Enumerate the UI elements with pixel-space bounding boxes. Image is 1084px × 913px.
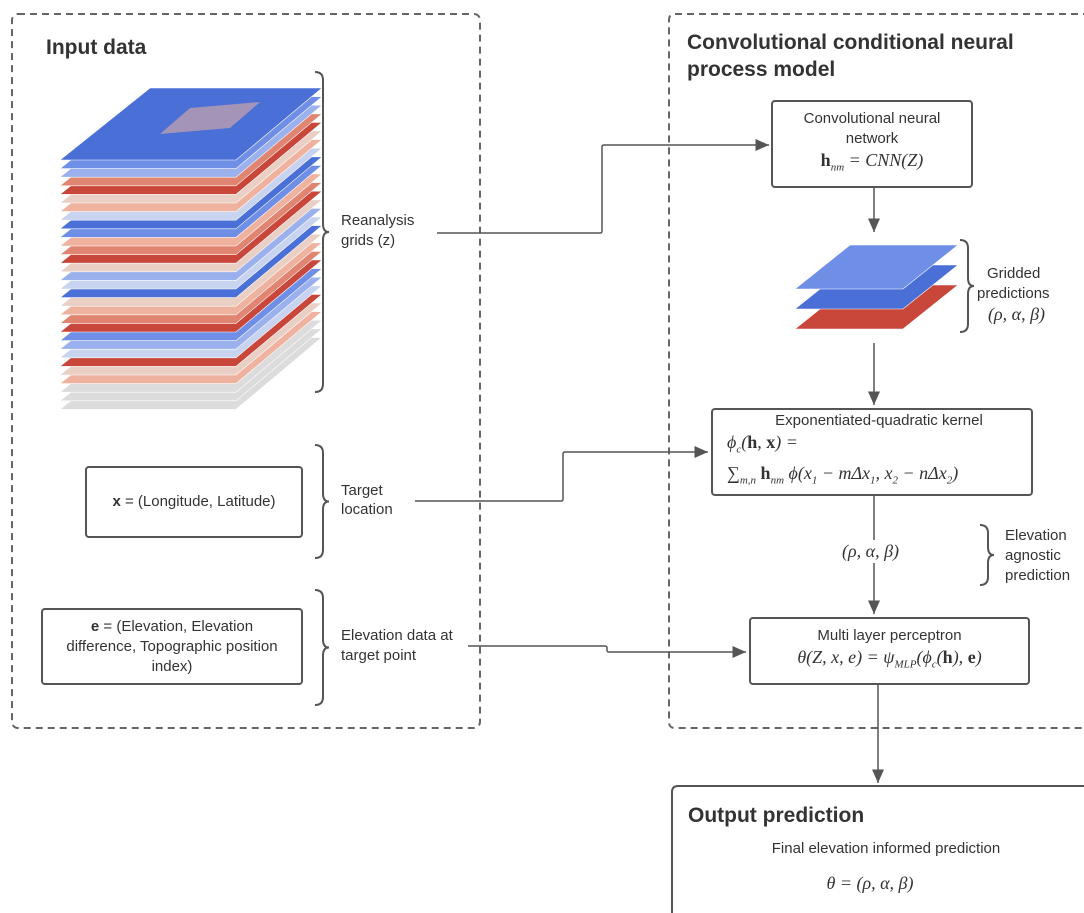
formula-part: ( <box>936 646 943 667</box>
formula: θ = (ρ, α, β) <box>826 873 914 893</box>
label: Gridded <box>987 265 1041 282</box>
formula-part: ϕ(x <box>784 463 812 483</box>
grid-layer <box>794 244 959 290</box>
box-title: Exponentiated-quadratic kernel <box>775 412 983 430</box>
panel-title: Input data <box>46 36 147 59</box>
formula-part: , <box>757 432 767 453</box>
label: Elevation data at <box>341 627 453 644</box>
braces <box>314 71 995 706</box>
bold-symbol: h <box>820 149 831 170</box>
label: (ρ, α, β) <box>988 304 1046 324</box>
box-title: Multi layer perceptron <box>817 626 962 644</box>
subscript: 1 <box>811 474 818 487</box>
formula: ϕc(h, x) = <box>727 431 798 462</box>
bold-symbol: h <box>760 463 771 483</box>
text: Final elevation informed prediction <box>771 840 1001 857</box>
panel-title: process model <box>687 58 836 81</box>
box-text: difference, Topographic position <box>66 637 278 655</box>
subscript: c <box>931 658 937 671</box>
box-title: Convolutional neural <box>803 109 941 127</box>
symbol: x <box>112 493 121 510</box>
formula-part: ) = <box>775 432 798 453</box>
subscript: MLP <box>894 658 917 671</box>
formula-part: θ(Z, x, e) = ψ <box>797 646 895 667</box>
text: = (Elevation, Elevation <box>103 617 254 635</box>
formula: θ(Z, x, e) = ψMLP(ϕc(h), e) <box>797 646 981 677</box>
box-title: network <box>845 129 899 147</box>
brace <box>314 71 330 393</box>
brace <box>979 524 995 586</box>
brace <box>959 239 975 333</box>
panel-title: Convolutional conditional neural <box>687 31 1014 54</box>
bold-symbol: x <box>766 432 776 453</box>
subscript: 2 <box>892 474 899 487</box>
arrow <box>437 139 769 234</box>
reanalysis-stack <box>59 87 323 410</box>
brace <box>314 444 330 559</box>
formula-part: ) <box>975 646 982 667</box>
subscript: 1 <box>870 474 876 487</box>
brace <box>314 589 330 706</box>
elevation-box: e = (Elevation, Elevation difference, To… <box>41 608 303 685</box>
label: Target <box>341 482 383 499</box>
subscript: nm <box>830 161 845 174</box>
formula: ∑m,n hnm ϕ(x1 − mΔx1, x2 − nΔx2) <box>727 462 958 493</box>
gridded-stack <box>794 244 959 330</box>
formula-part: ϕ <box>727 432 737 453</box>
formula-part: ( <box>741 432 748 453</box>
label: Reanalysis <box>341 212 415 229</box>
formula-part: − nΔx <box>898 463 947 483</box>
label: grids (z) <box>341 232 396 249</box>
text: = (Longitude, Latitude) <box>124 493 276 510</box>
formula: hnm = CNN(Z) <box>821 149 924 180</box>
edge-label: (ρ, α, β) <box>842 540 900 563</box>
formula-part: ) <box>952 463 959 483</box>
label: location <box>341 501 393 518</box>
formula-part: (ϕ <box>916 646 932 667</box>
subscript: c <box>736 444 742 456</box>
box-text: index) <box>151 657 193 675</box>
bold-symbol: h <box>747 432 758 453</box>
bold-symbol: h <box>942 646 953 667</box>
arrow <box>415 446 708 502</box>
subscript: 2 <box>946 474 953 487</box>
label: predictions <box>977 285 1050 302</box>
model-panel <box>668 13 1084 729</box>
formula-part: − mΔx <box>817 463 871 483</box>
kernel-box: Exponentiated-quadratic kernel ϕc(h, x) … <box>711 408 1033 496</box>
formula-part: = CNN(Z) <box>844 149 924 170</box>
panel-title: Output prediction <box>688 804 865 827</box>
formula-part: , x <box>875 463 893 483</box>
subscript: nm <box>770 474 785 487</box>
subscript: m,n <box>739 474 757 487</box>
formula-part: ), <box>952 646 968 667</box>
formula-part: ∑ <box>727 463 740 483</box>
target-box: x = (Longitude, Latitude) <box>85 466 303 538</box>
output-panel <box>671 785 1084 913</box>
grid-texture <box>160 102 260 134</box>
label: target point <box>341 647 417 664</box>
mlp-box: Multi layer perceptron θ(Z, x, e) = ψMLP… <box>749 617 1030 685</box>
box-text: x = (Longitude, Latitude) <box>112 492 275 512</box>
symbol: e <box>90 617 100 635</box>
cnn-box: Convolutional neural network hnm = CNN(Z… <box>771 100 973 188</box>
bold-symbol: e <box>967 646 976 667</box>
label: agnostic <box>1005 547 1061 564</box>
box-text: e = (Elevation, Elevation <box>91 617 253 637</box>
input-panel <box>11 13 481 729</box>
arrows <box>415 139 884 783</box>
label: prediction <box>1005 567 1071 584</box>
label: Elevation <box>1005 527 1067 544</box>
arrow <box>468 645 746 658</box>
